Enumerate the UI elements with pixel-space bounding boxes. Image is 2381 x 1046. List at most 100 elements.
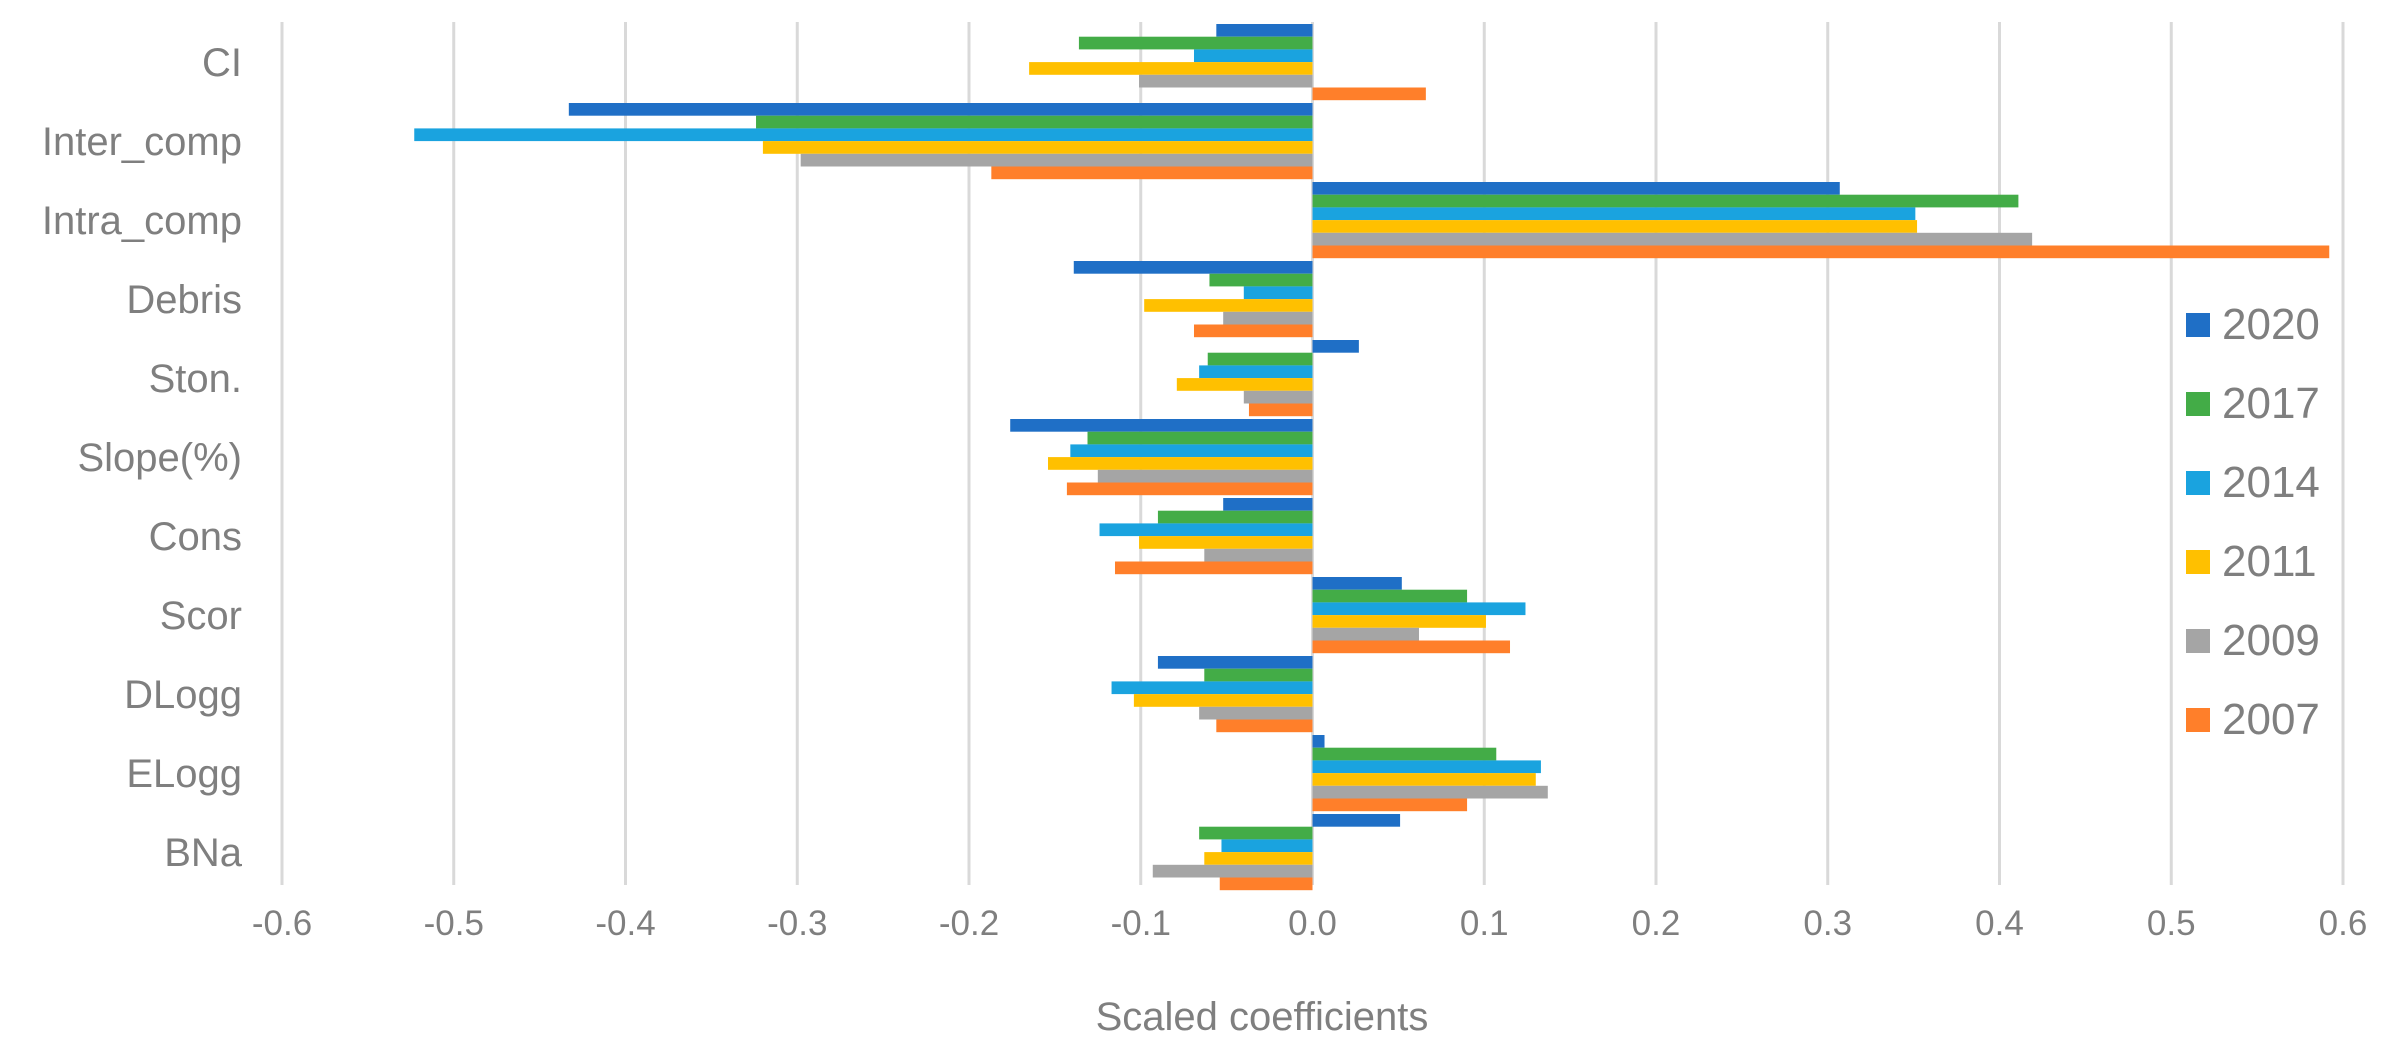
x-tick-label: -0.5	[424, 904, 484, 943]
x-tick-labels: -0.6 -0.5 -0.4 -0.3 -0.2 -0.1 0.0 0.1 0.2 0.3 0.4 0…	[252, 904, 2367, 943]
bar-2007-scor	[1312, 640, 1511, 654]
bar-2007-ci	[1312, 87, 1426, 101]
bar-2011-dlogg	[1133, 694, 1313, 707]
bar-2009-ci	[1139, 74, 1313, 88]
bar-2007-ston	[1248, 403, 1313, 417]
category-label: Cons	[149, 515, 242, 559]
bar-2020-ci	[1216, 24, 1313, 37]
bar-2020-bna	[1312, 814, 1401, 827]
bar-2014-slope	[1070, 444, 1313, 458]
bar-2020-debris	[1073, 261, 1313, 274]
legend-swatch-2017	[2186, 392, 2210, 416]
x-tick-label: 0.0	[1288, 904, 1337, 943]
x-tick-label: -0.1	[1111, 904, 1171, 943]
legend-label-2009: 2009	[2222, 616, 2320, 665]
bar-2007-elogg	[1312, 798, 1468, 812]
bar-2017-slope	[1087, 431, 1313, 445]
x-tick-label: 0.4	[1975, 904, 2024, 943]
bar-2017-elogg	[1312, 747, 1497, 761]
bar-2009-slope	[1097, 469, 1313, 483]
bar-2020-inter-comp	[568, 103, 1313, 116]
bar-2014-ci	[1193, 49, 1313, 63]
bar-2017-intra-comp	[1312, 194, 2019, 208]
bar-2009-bna	[1152, 864, 1313, 878]
x-tick-label: 0.2	[1632, 904, 1681, 943]
bars	[414, 24, 2330, 891]
x-tick-label: 0.3	[1803, 904, 1852, 943]
bar-2007-intra-comp	[1312, 245, 2330, 259]
bar-2020-scor	[1312, 577, 1402, 590]
legend-swatch-2020	[2186, 313, 2210, 337]
category-label: Slope(%)	[77, 436, 242, 480]
x-tick-label: -0.3	[767, 904, 827, 943]
legend-label-2011: 2011	[2222, 537, 2317, 586]
bar-2017-inter-comp	[756, 115, 1313, 129]
bar-2011-bna	[1204, 852, 1313, 865]
bar-2009-ston	[1243, 390, 1313, 404]
bar-2020-slope	[1010, 419, 1313, 432]
bar-2009-debris	[1223, 311, 1313, 325]
bar-2017-dlogg	[1204, 668, 1313, 682]
bar-2014-elogg	[1312, 760, 1541, 774]
x-tick-label: -0.2	[939, 904, 999, 943]
category-labels: CI Inter_comp Intra_comp Debris Ston. Slope(%…	[42, 41, 243, 875]
bar-2014-dlogg	[1111, 681, 1313, 695]
x-tick-label: 0.1	[1460, 904, 1509, 943]
bar-2011-intra-comp	[1312, 220, 1918, 233]
bar-2014-scor	[1312, 602, 1526, 616]
bar-2017-debris	[1209, 273, 1313, 287]
legend-swatch-2011	[2186, 550, 2210, 574]
bar-2014-ston	[1199, 365, 1313, 379]
bar-2020-ston	[1312, 340, 1359, 353]
bar-2020-elogg	[1312, 735, 1325, 748]
bar-2020-dlogg	[1157, 656, 1313, 669]
bar-2007-dlogg	[1216, 719, 1313, 733]
x-tick-label: -0.6	[252, 904, 312, 943]
bar-2009-scor	[1312, 627, 1419, 641]
legend-label-2014: 2014	[2222, 458, 2320, 507]
bar-2007-cons	[1114, 561, 1313, 575]
bar-2007-bna	[1219, 877, 1313, 891]
bar-2014-bna	[1221, 839, 1313, 853]
legend: 2020 2017 2014 2011 2009 2007	[2186, 300, 2320, 744]
category-label: Scor	[160, 594, 242, 638]
legend-label-2007: 2007	[2222, 695, 2320, 744]
bar-2009-cons	[1204, 548, 1313, 562]
bar-2017-ston	[1207, 352, 1313, 366]
bar-2011-slope	[1048, 457, 1313, 470]
bar-2007-debris	[1193, 324, 1313, 338]
x-tick-label: 0.6	[2319, 904, 2368, 943]
bar-2017-cons	[1157, 510, 1313, 524]
bar-2011-ston	[1176, 378, 1313, 391]
category-label: Ston.	[149, 357, 242, 401]
bar-2009-intra-comp	[1312, 232, 2033, 246]
category-label: Intra_comp	[42, 199, 242, 243]
bar-2009-dlogg	[1199, 706, 1313, 720]
bar-2007-slope	[1066, 482, 1313, 496]
legend-swatch-2014	[2186, 471, 2210, 495]
bar-2011-scor	[1312, 615, 1486, 628]
category-label: Debris	[126, 278, 242, 322]
bar-2009-elogg	[1312, 785, 1548, 799]
category-label: BNa	[164, 831, 243, 875]
bar-2009-inter-comp	[800, 153, 1313, 167]
bar-2011-elogg	[1312, 773, 1536, 786]
bar-2007-inter-comp	[991, 166, 1313, 180]
bar-2017-scor	[1312, 589, 1468, 603]
legend-label-2020: 2020	[2222, 300, 2320, 349]
legend-swatch-2009	[2186, 629, 2210, 653]
bar-2020-cons	[1223, 498, 1313, 511]
bar-2014-cons	[1099, 523, 1313, 537]
x-tick-label: -0.4	[595, 904, 655, 943]
bar-2011-inter-comp	[762, 141, 1313, 154]
bar-2017-ci	[1078, 36, 1313, 50]
category-label: ELogg	[126, 752, 242, 796]
bar-2017-bna	[1199, 826, 1313, 840]
bar-2014-intra-comp	[1312, 207, 1916, 221]
bar-2014-debris	[1243, 286, 1313, 300]
legend-swatch-2007	[2186, 708, 2210, 732]
legend-label-2017: 2017	[2222, 379, 2320, 428]
category-label: Inter_comp	[42, 120, 242, 164]
